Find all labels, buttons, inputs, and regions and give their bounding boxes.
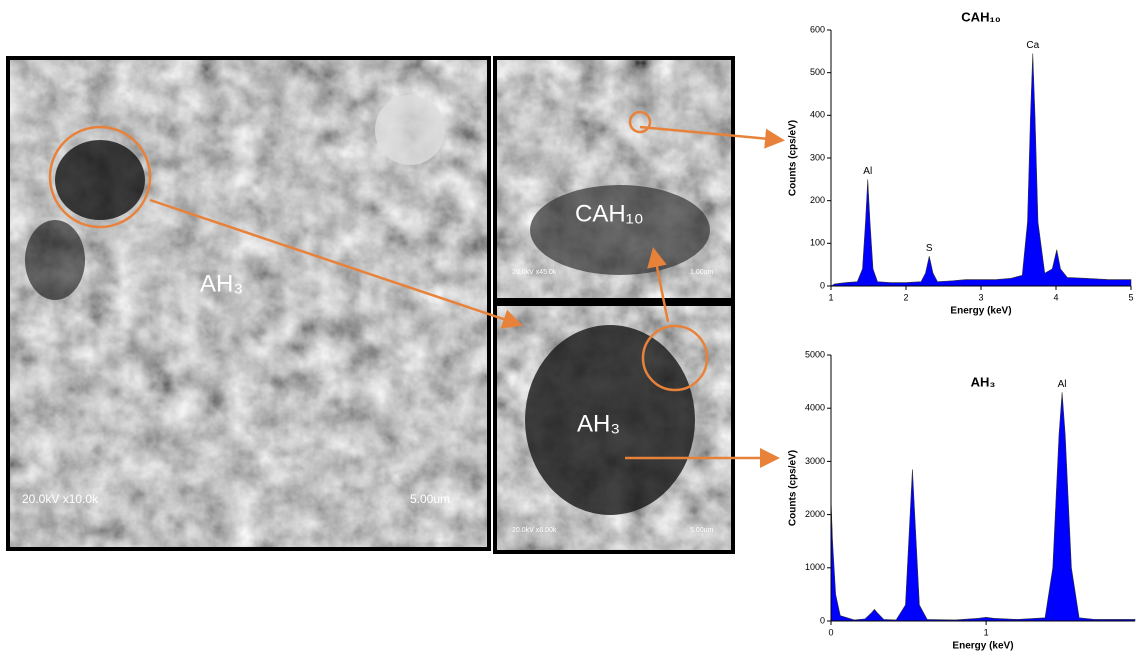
sem-info: 20.0kV x8.00k xyxy=(512,527,557,534)
x-tick-label: 4 xyxy=(1053,292,1058,302)
sem-image: CAH₁₀ 20.0kV x45.0k 1.00um xyxy=(495,58,733,300)
y-axis-label: Counts (cps/eV) xyxy=(788,120,799,196)
x-tick-label: 1 xyxy=(984,627,989,637)
sem-info: 20.0kV x45.0k xyxy=(512,269,557,276)
phase-label: CAH₁₀ xyxy=(575,200,644,227)
y-tick-label: 200 xyxy=(810,195,825,205)
y-tick-label: 0 xyxy=(820,280,825,290)
y-axis-label: Counts (cps/eV) xyxy=(788,450,799,526)
x-tick-label: 3 xyxy=(978,292,983,302)
x-tick-label: 1 xyxy=(828,292,833,302)
x-tick-label: 0 xyxy=(828,627,833,637)
sem-info: 20.0kV x10.0k xyxy=(22,492,99,506)
y-tick-label: 600 xyxy=(810,24,825,34)
x-axis-label: Energy (keV) xyxy=(950,306,1011,317)
sem-image: AH₃ 20.0kV x8.00k 5.00um xyxy=(495,304,733,552)
y-tick-label: 500 xyxy=(810,67,825,77)
x-tick-label: 2 xyxy=(903,292,908,302)
spectrum-area xyxy=(831,392,1135,621)
scale-label: 1.00um xyxy=(690,269,714,276)
peak-label: Ca xyxy=(1026,40,1039,51)
y-tick-label: 1000 xyxy=(805,562,825,572)
phase-label: AH₃ xyxy=(200,270,243,297)
peak-label: S xyxy=(926,243,933,254)
y-tick-label: 300 xyxy=(810,152,825,162)
peak-label: Al xyxy=(1058,379,1067,390)
y-tick-label: 0 xyxy=(820,615,825,625)
x-axis-label: Energy (keV) xyxy=(952,641,1013,652)
y-tick-label: 400 xyxy=(810,110,825,120)
y-tick-label: 5000 xyxy=(805,349,825,359)
y-tick-label: 100 xyxy=(810,238,825,248)
figure: AH₃ 20.0kV x10.0k 5.00um CAH₁₀ 20.0kV x4… xyxy=(0,0,1136,657)
scale-label: 5.00um xyxy=(690,527,714,534)
chart-title: AH₃ xyxy=(971,374,996,389)
chart-title: CAH₁₀ xyxy=(961,9,1001,24)
peak-label: Al xyxy=(863,166,872,177)
spectrum-area xyxy=(831,53,1131,286)
scale-label: 5.00um xyxy=(410,492,450,506)
x-tick-label: 5 xyxy=(1128,292,1133,302)
y-tick-label: 2000 xyxy=(805,509,825,519)
y-tick-label: 3000 xyxy=(805,456,825,466)
y-tick-label: 4000 xyxy=(805,403,825,413)
phase-label: AH₃ xyxy=(577,410,620,437)
